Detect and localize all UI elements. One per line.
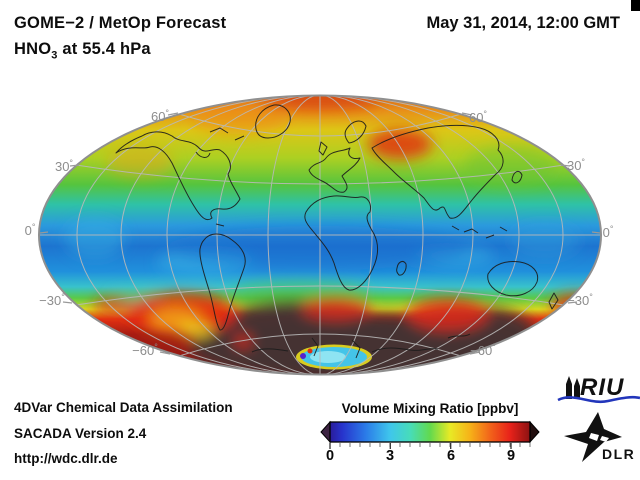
colorbar-minor-ticks — [329, 443, 531, 447]
colorbar-title: Volume Mixing Ratio [ppbv] — [341, 401, 519, 416]
lat-label-right-m30: −30° — [567, 291, 593, 309]
colorbar — [320, 420, 540, 449]
lat-label-left-60: 60° — [150, 107, 170, 125]
lat-label-right-30: 30° — [566, 156, 586, 174]
riu-wordmark: RIU — [580, 374, 625, 401]
riu-logo: RIU — [556, 372, 640, 408]
lat-label-left-m60: −60° — [132, 341, 158, 359]
page-title: GOME−2 / MetOp Forecast — [14, 14, 227, 32]
lat-ticks — [39, 112, 601, 355]
riu-cathedral-icon — [566, 376, 580, 399]
colorbar-major-ticks — [329, 443, 512, 449]
dlr-star-hole — [589, 433, 609, 442]
lat-label-right-0: 0° — [602, 223, 614, 241]
formula-subscript: 3 — [51, 49, 58, 62]
graticule — [39, 95, 601, 375]
colorbar-tick-3: 3 — [385, 448, 395, 464]
lat-label-left-0: 0° — [24, 221, 36, 239]
south-pole-patch — [296, 344, 372, 370]
colorbar-left-arrow — [320, 420, 331, 444]
lat-label-right-60: 60° — [468, 108, 488, 126]
dlr-logo: DLR — [554, 406, 640, 470]
lat-label-right-m60: −60° — [470, 341, 496, 359]
riu-wave-icon — [557, 395, 640, 404]
map-rim — [38, 94, 602, 376]
colorbar-gradient — [329, 421, 531, 443]
footer-version-label: SACADA Version 2.4 — [14, 426, 147, 441]
lat-label-left-m30: −30° — [39, 291, 65, 309]
colorbar-right-arrow — [529, 420, 540, 444]
coastlines — [115, 104, 559, 359]
formula-prefix: HNO — [14, 40, 52, 58]
formula-rest: at 55.4 hPa — [57, 40, 151, 58]
species-level-subtitle: HNO3 at 55.4 hPa — [14, 40, 151, 61]
lat-label-left-30: 30° — [54, 157, 74, 175]
colorbar-tick-6: 6 — [446, 448, 456, 464]
corner-mark — [631, 0, 640, 11]
footer-url: http://wdc.dlr.de — [14, 451, 118, 466]
dlr-wordmark: DLR — [602, 446, 636, 462]
datetime-label: May 31, 2014, 12:00 GMT — [426, 14, 620, 32]
colorbar-tick-9: 9 — [506, 448, 516, 464]
field-anomalies — [65, 95, 601, 375]
colorbar-tick-0: 0 — [325, 448, 335, 464]
footer-assimilation-label: 4DVar Chemical Data Assimilation — [14, 400, 233, 415]
